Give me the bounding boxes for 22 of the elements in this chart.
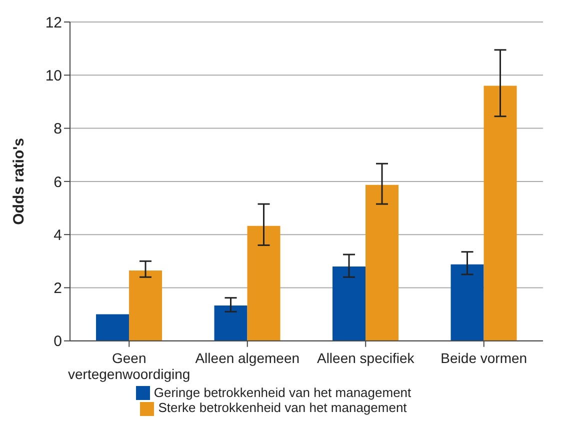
y-tick-label: 12 bbox=[45, 14, 62, 32]
y-axis-title: Odds ratio's bbox=[10, 138, 28, 225]
bar bbox=[450, 264, 484, 341]
x-tick-label: Geen vertegenwoordiging bbox=[68, 350, 190, 382]
y-tick-label: 8 bbox=[54, 120, 62, 138]
x-tick-label: Alleen specifiek bbox=[316, 350, 416, 366]
bar bbox=[247, 226, 280, 341]
bar bbox=[484, 86, 517, 341]
bar bbox=[332, 266, 366, 341]
y-tick-label: 0 bbox=[54, 333, 62, 350]
bar bbox=[96, 314, 130, 341]
bar bbox=[214, 306, 248, 341]
legend-label: Geringe betrokkenheid van het management bbox=[154, 384, 412, 400]
bar bbox=[366, 184, 399, 341]
y-tick-label: 4 bbox=[54, 226, 62, 244]
y-tick-label: 6 bbox=[54, 174, 62, 191]
legend-label: Sterke betrokkenheid van het management bbox=[158, 400, 407, 416]
x-tick-label: Beide vormen bbox=[440, 350, 528, 366]
y-tick-label: 10 bbox=[45, 67, 62, 84]
x-tick-label: Alleen algemeen bbox=[195, 350, 300, 366]
bar bbox=[129, 270, 162, 341]
y-tick-label: 2 bbox=[54, 280, 62, 298]
